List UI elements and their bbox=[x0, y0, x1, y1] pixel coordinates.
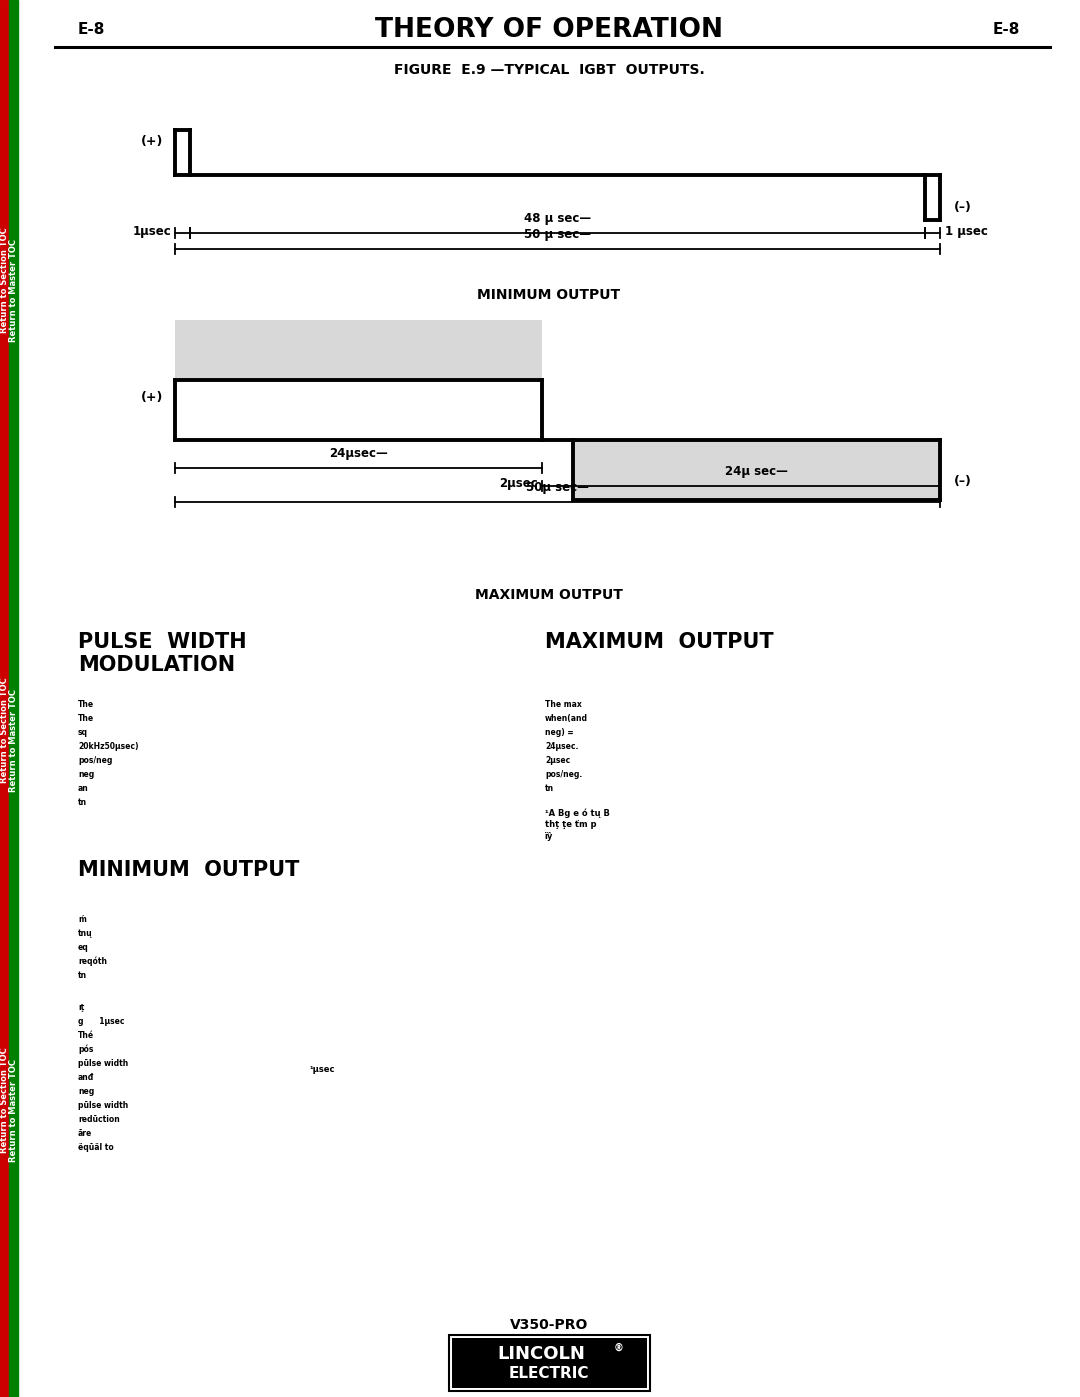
Text: MINIMUM OUTPUT: MINIMUM OUTPUT bbox=[477, 288, 621, 302]
Text: Return to Section TOC: Return to Section TOC bbox=[0, 678, 9, 782]
Text: tn: tn bbox=[545, 784, 554, 793]
Text: 24μsec.: 24μsec. bbox=[545, 742, 579, 752]
Text: Return to Master TOC: Return to Master TOC bbox=[9, 689, 18, 792]
Text: eq: eq bbox=[78, 943, 89, 951]
Text: neg: neg bbox=[78, 770, 94, 780]
Text: pūlse width: pūlse width bbox=[78, 1059, 129, 1067]
Text: MINIMUM  OUTPUT: MINIMUM OUTPUT bbox=[78, 861, 299, 880]
Text: Thé: Thé bbox=[78, 1031, 94, 1039]
Text: pos/neg: pos/neg bbox=[78, 756, 112, 766]
Text: 2μsec: 2μsec bbox=[545, 756, 570, 766]
Text: PULSE  WIDTH: PULSE WIDTH bbox=[78, 631, 246, 652]
Text: MODULATION: MODULATION bbox=[78, 655, 235, 675]
Text: neg: neg bbox=[78, 1087, 94, 1097]
Text: 1 μsec: 1 μsec bbox=[945, 225, 988, 237]
Text: Return to Section TOC: Return to Section TOC bbox=[0, 1048, 9, 1153]
Text: sq: sq bbox=[78, 728, 87, 738]
Text: tn: tn bbox=[78, 798, 87, 807]
Text: (–): (–) bbox=[954, 201, 972, 215]
Text: 24μsec—: 24μsec— bbox=[329, 447, 388, 460]
Text: 24μ sec—: 24μ sec— bbox=[725, 465, 787, 478]
Text: V350-PRO: V350-PRO bbox=[510, 1317, 589, 1331]
Text: Return to Master TOC: Return to Master TOC bbox=[9, 1059, 18, 1161]
Text: ¹A Bg e ó tų B: ¹A Bg e ó tų B bbox=[545, 807, 610, 817]
Text: 50μ sec—: 50μ sec— bbox=[526, 481, 589, 495]
Text: Return to Section TOC: Return to Section TOC bbox=[0, 228, 9, 332]
Text: ®: ® bbox=[613, 1343, 623, 1354]
Text: reqóth: reqóth bbox=[78, 957, 107, 967]
Text: 2μsec: 2μsec bbox=[499, 478, 538, 490]
Text: when(and: when(and bbox=[545, 714, 588, 724]
Text: an: an bbox=[78, 784, 89, 793]
Text: LINCOLN: LINCOLN bbox=[497, 1345, 585, 1363]
Text: ïŷ: ïŷ bbox=[545, 833, 553, 841]
Text: THEORY OF OPERATION: THEORY OF OPERATION bbox=[375, 17, 723, 43]
Text: The max: The max bbox=[545, 700, 582, 710]
Bar bbox=[175, 320, 542, 380]
Bar bbox=[448, 1336, 649, 1391]
Text: thţ ţe ťm p: thţ ţe ťm p bbox=[545, 820, 596, 828]
Text: pós: pós bbox=[78, 1045, 93, 1055]
Text: anđ: anđ bbox=[78, 1073, 94, 1083]
Text: Return to Master TOC: Return to Master TOC bbox=[9, 239, 18, 341]
Text: ëqūäl to: ëqūäl to bbox=[78, 1143, 113, 1153]
Text: pūlse width: pūlse width bbox=[78, 1101, 129, 1111]
Text: g      1μsec: g 1μsec bbox=[78, 1017, 124, 1025]
Bar bbox=[451, 1338, 647, 1389]
Text: E-8: E-8 bbox=[78, 22, 106, 38]
Text: The: The bbox=[78, 700, 94, 710]
Text: 20kHz50μsec): 20kHz50μsec) bbox=[78, 742, 138, 752]
Text: 48 μ sec—: 48 μ sec— bbox=[524, 212, 591, 225]
Text: (–): (–) bbox=[954, 475, 972, 489]
Bar bbox=[572, 440, 940, 500]
Text: MAXIMUM  OUTPUT: MAXIMUM OUTPUT bbox=[545, 631, 773, 652]
Text: pos/neg.: pos/neg. bbox=[545, 770, 582, 780]
Text: redūction: redūction bbox=[78, 1115, 120, 1125]
Text: ıţ: ıţ bbox=[78, 1003, 84, 1011]
Text: E-8: E-8 bbox=[993, 22, 1020, 38]
Text: 1μsec: 1μsec bbox=[132, 225, 171, 237]
Text: ḿ: ḿ bbox=[78, 915, 86, 923]
Text: tn: tn bbox=[78, 971, 87, 981]
Text: The: The bbox=[78, 714, 94, 724]
Text: (+): (+) bbox=[140, 391, 163, 405]
Bar bbox=[9, 0, 18, 1397]
Text: MAXIMUM OUTPUT: MAXIMUM OUTPUT bbox=[475, 588, 623, 602]
Text: ¹μsec: ¹μsec bbox=[310, 1065, 336, 1074]
Text: 50 μ sec—: 50 μ sec— bbox=[524, 228, 591, 242]
Text: neg) =: neg) = bbox=[545, 728, 573, 738]
Text: tnų: tnų bbox=[78, 929, 93, 937]
Text: ELECTRIC: ELECTRIC bbox=[509, 1365, 590, 1380]
Text: FIGURE  E.9 —TYPICAL  IGBT  OUTPUTS.: FIGURE E.9 —TYPICAL IGBT OUTPUTS. bbox=[393, 63, 704, 77]
Bar bbox=[0, 0, 9, 1397]
Text: (+): (+) bbox=[140, 136, 163, 148]
Text: ãre: ãre bbox=[78, 1129, 92, 1139]
